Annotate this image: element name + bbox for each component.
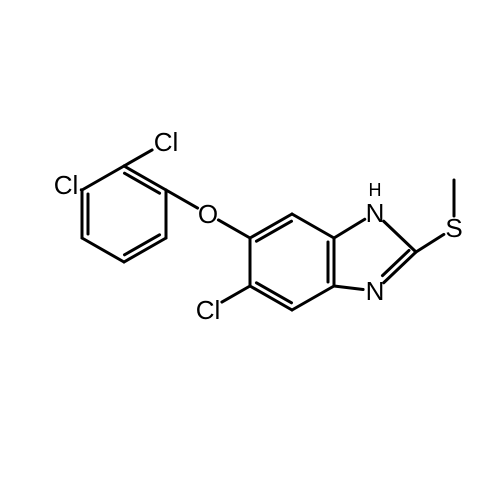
atom-label-n1: N (366, 198, 385, 228)
atom-label-s: S (445, 213, 462, 243)
chemical-structure-diagram: OClClClNHNS (0, 0, 500, 500)
atom-label-n2: N (366, 276, 385, 306)
atom-label-cl1: Cl (154, 127, 179, 157)
atom-label-cl3: Cl (196, 295, 221, 325)
atom-label-o: O (198, 199, 218, 229)
atom-label-h1: H (369, 180, 382, 200)
bonds-layer (81, 150, 454, 310)
atom-labels-layer: OClClClNHNS (54, 127, 463, 325)
atom-label-cl2: Cl (54, 170, 79, 200)
